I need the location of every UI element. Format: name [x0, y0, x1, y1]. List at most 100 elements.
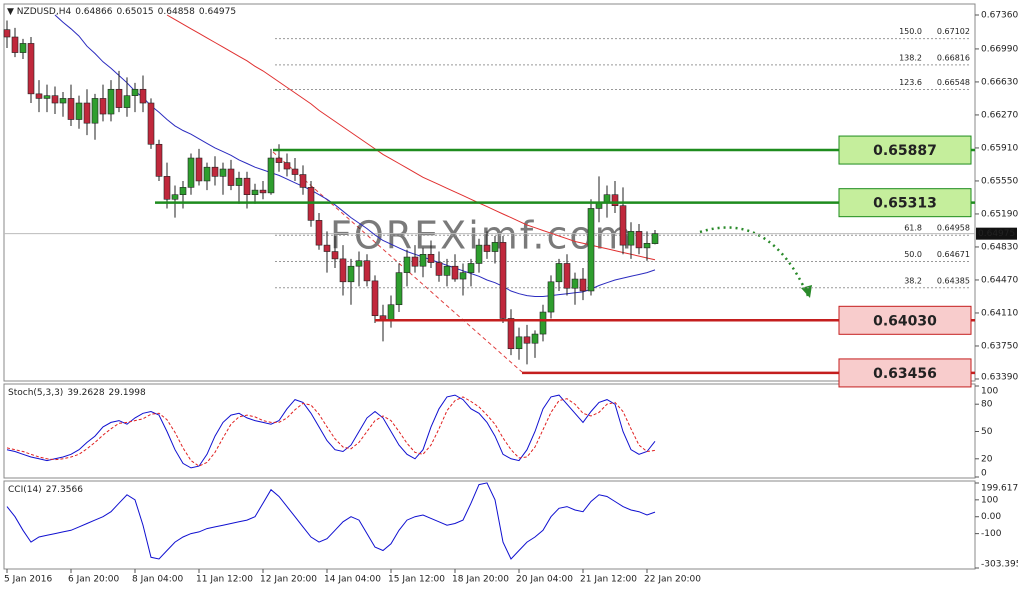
x-tick-label: 22 Jan 20:00 — [644, 575, 701, 585]
candle-body — [635, 231, 643, 249]
candle-body — [227, 168, 235, 186]
candle-body — [611, 194, 619, 207]
level-box — [838, 358, 972, 388]
candle-body — [251, 189, 259, 196]
candle-body — [403, 256, 411, 273]
level-label: 0.65887 — [873, 143, 937, 159]
candle-body — [555, 263, 563, 283]
candle-body — [515, 336, 523, 350]
candle-body — [467, 263, 475, 273]
current-price-label: 0.64975 — [978, 229, 1015, 239]
fib-price: 0.64671 — [937, 250, 970, 259]
candle-body — [291, 168, 299, 175]
candle-body — [451, 265, 459, 280]
y-tick-label: 0.65190 — [981, 209, 1018, 219]
candle-body — [187, 157, 195, 188]
candle-body — [139, 88, 147, 104]
ohlc-low: 0.64858 — [158, 7, 195, 17]
y-tick-label: 0.66270 — [981, 110, 1018, 120]
candle-body — [387, 304, 395, 321]
level-box — [838, 135, 972, 165]
candle-body — [411, 256, 419, 267]
level-box — [838, 188, 972, 218]
fib-price: 0.67102 — [937, 27, 970, 36]
x-tick-label: 20 Jan 04:00 — [516, 575, 573, 585]
candle-body — [243, 177, 251, 196]
candle-body — [75, 102, 83, 120]
indicator-line — [6, 482, 656, 560]
candle-body — [363, 260, 371, 282]
ohlc-open: 0.64866 — [75, 7, 112, 17]
candle-body — [11, 36, 19, 53]
ohlc-close: 0.64975 — [199, 7, 236, 17]
fib-level: 123.6 — [899, 78, 922, 87]
candle-body — [459, 272, 467, 280]
x-tick-label: 12 Jan 20:00 — [260, 575, 317, 585]
y-tick-label: 20 — [981, 454, 993, 464]
candle-body — [27, 43, 35, 95]
x-tick-label: 18 Jan 20:00 — [452, 575, 509, 585]
candle-body — [107, 88, 115, 115]
fib-level: 138.2 — [899, 53, 922, 62]
candle-body — [99, 98, 107, 115]
candle-body — [67, 98, 75, 120]
y-tick-label: 80 — [981, 400, 993, 410]
candle-body — [59, 98, 67, 104]
candle-body — [147, 102, 155, 145]
candle-body — [51, 95, 59, 104]
candle-body — [195, 157, 203, 182]
cci-value: 27.3566 — [46, 485, 83, 495]
candle-body — [315, 220, 323, 246]
fib-level: 38.2 — [904, 276, 922, 285]
candle-body — [83, 102, 91, 124]
candle-body — [235, 177, 243, 186]
candle-body — [491, 242, 499, 252]
candle-body — [355, 260, 363, 267]
candle-body — [499, 242, 507, 319]
stoch-signal-value: 29.1998 — [109, 388, 146, 398]
candle-body — [579, 278, 587, 292]
y-tick-label: -100 — [981, 529, 1002, 539]
y-tick-label: 0.66990 — [981, 44, 1018, 54]
candle-body — [587, 208, 595, 292]
fib-price: 0.66816 — [937, 53, 970, 62]
y-tick-label: 0.00 — [981, 512, 1001, 522]
candle-body — [19, 43, 27, 53]
fib-level: 50.0 — [904, 250, 922, 259]
candle-body — [163, 176, 171, 200]
candle-body — [155, 143, 163, 177]
candle-body — [123, 95, 131, 108]
y-tick-label: 0.63750 — [981, 341, 1018, 351]
y-tick-label: 100 — [981, 495, 998, 505]
candle-body — [267, 157, 275, 194]
candle-body — [571, 278, 579, 289]
y-tick-label: -303.3956 — [981, 560, 1018, 570]
candle-body — [283, 162, 291, 170]
candle-body — [427, 253, 435, 263]
cci-header: CCI(14) 27.3566 — [8, 485, 83, 495]
y-tick-label: 0 — [981, 469, 987, 479]
candle-body — [539, 311, 547, 335]
candle-body — [203, 166, 211, 182]
candle-body — [619, 205, 627, 246]
y-tick-label: 0.64830 — [981, 242, 1018, 252]
candle-body — [179, 187, 187, 196]
candle-body — [435, 262, 443, 276]
candle-body — [347, 265, 355, 283]
current-price-tag — [976, 227, 1017, 240]
cci-title: CCI(14) — [8, 485, 42, 495]
candle-body — [627, 231, 635, 246]
candle-body — [131, 88, 139, 96]
fib-price: 0.66548 — [937, 78, 970, 87]
x-tick-label: 6 Jan 20:00 — [68, 575, 120, 585]
candle-body — [419, 253, 427, 267]
level-label: 0.65313 — [873, 196, 937, 212]
fib-level: 150.0 — [899, 27, 922, 36]
cci-panel — [3, 480, 976, 570]
candle-body — [331, 251, 339, 260]
candle-body — [603, 194, 611, 203]
fib-level: 61.8 — [904, 224, 922, 233]
candle-body — [643, 242, 651, 249]
